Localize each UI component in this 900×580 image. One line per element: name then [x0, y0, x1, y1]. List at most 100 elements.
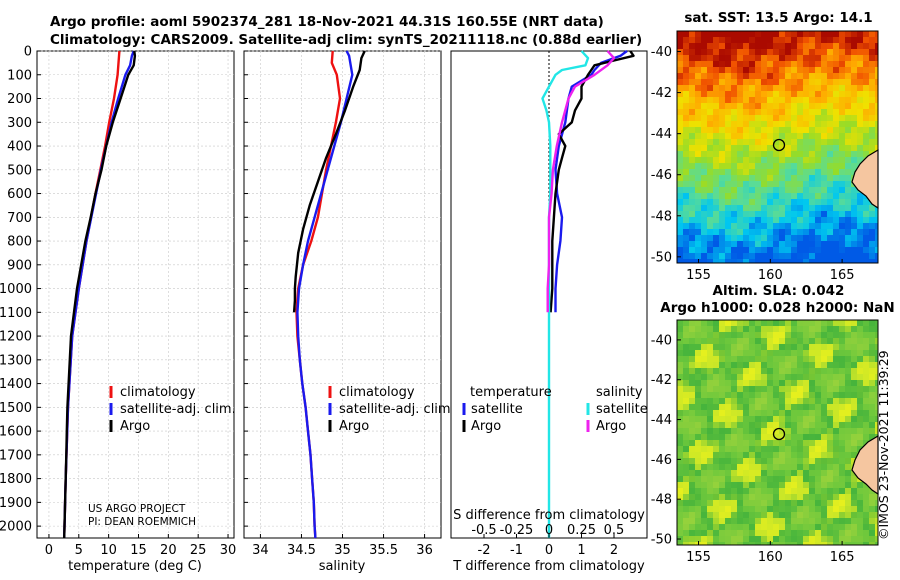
temperature-series — [63, 50, 137, 539]
heatmap-cell — [827, 67, 834, 74]
heatmap-cell — [689, 139, 696, 146]
heatmap-cell — [767, 392, 774, 399]
heatmap-cell — [803, 476, 810, 483]
heatmap-cell — [707, 338, 714, 345]
heatmap-cell — [719, 205, 726, 212]
heatmap-cell — [713, 103, 720, 110]
heatmap-cell — [767, 458, 774, 465]
heatmap-cell — [851, 169, 858, 176]
heatmap-cell — [833, 73, 840, 80]
heatmap-cell — [719, 253, 726, 260]
heatmap-cell — [725, 392, 732, 399]
heatmap-cell — [869, 494, 876, 501]
heatmap-cell — [845, 91, 852, 98]
heatmap-cell — [863, 115, 870, 122]
heatmap-cell — [791, 229, 798, 236]
heatmap-cell — [803, 43, 810, 50]
heatmap-cell — [701, 109, 708, 116]
heatmap-cell — [725, 133, 732, 140]
heatmap-cell — [815, 518, 822, 525]
heatmap-cell — [725, 434, 732, 441]
heatmap-cell — [755, 506, 762, 513]
heatmap-cell — [737, 37, 744, 44]
heatmap-cell — [791, 428, 798, 435]
heatmap-cell — [803, 151, 810, 158]
heatmap-cell — [785, 392, 792, 399]
heatmap-cell — [737, 338, 744, 345]
heatmap-cell — [821, 362, 828, 369]
heatmap-cell — [875, 235, 878, 242]
heatmap-cell — [689, 55, 696, 62]
heatmap-cell — [845, 205, 852, 212]
heatmap-cell — [851, 73, 858, 80]
heatmap-cell — [743, 205, 750, 212]
heatmap-cell — [827, 524, 834, 531]
heatmap-cell — [701, 338, 708, 345]
heatmap-cell — [689, 181, 696, 188]
heatmap-cell — [851, 452, 858, 459]
heatmap-cell — [791, 362, 798, 369]
heatmap-cell — [851, 524, 858, 531]
heatmap-cell — [677, 67, 684, 74]
heatmap-cell — [689, 97, 696, 104]
heatmap-cell — [683, 79, 690, 86]
heatmap-cell — [749, 320, 756, 327]
heatmap-cell — [761, 163, 768, 170]
heatmap-cell — [839, 368, 846, 375]
heatmap-cell — [875, 121, 878, 128]
heatmap-cell — [737, 169, 744, 176]
heatmap-cell — [803, 488, 810, 495]
y-tick-label: 600 — [7, 187, 32, 202]
heatmap-cell — [839, 428, 846, 435]
heatmap-cell — [707, 398, 714, 405]
heatmap-cell — [683, 344, 690, 351]
heatmap-cell — [725, 37, 732, 44]
heatmap-cell — [791, 211, 798, 218]
heatmap-cell — [713, 235, 720, 242]
heatmap-cell — [869, 404, 876, 411]
heatmap-cell — [791, 133, 798, 140]
heatmap-cell — [839, 410, 846, 417]
heatmap-cell — [869, 241, 876, 248]
heatmap-cell — [863, 139, 870, 146]
heatmap-cell — [743, 320, 750, 327]
heatmap-cell — [707, 85, 714, 92]
heatmap-cell — [821, 518, 828, 525]
heatmap-cell — [743, 488, 750, 495]
heatmap-cell — [785, 199, 792, 206]
heatmap-cell — [767, 464, 774, 471]
heatmap-cell — [767, 199, 774, 206]
series-line-argo-salinity- — [546, 50, 616, 313]
heatmap-cell — [731, 205, 738, 212]
heatmap-cell — [731, 259, 738, 263]
heatmap-cell — [683, 31, 690, 38]
heatmap-cell — [707, 320, 714, 327]
heatmap-cell — [803, 175, 810, 182]
heatmap-cell — [689, 356, 696, 363]
lat-tick-label: -44 — [651, 413, 672, 428]
heatmap-cell — [689, 133, 696, 140]
heatmap-cell — [773, 175, 780, 182]
heatmap-cell — [695, 512, 702, 519]
heatmap-cell — [791, 223, 798, 230]
heatmap-cell — [815, 241, 822, 248]
heatmap-cell — [803, 542, 810, 545]
heatmap-cell — [737, 73, 744, 80]
heatmap-cell — [791, 434, 798, 441]
heatmap-cell — [809, 488, 816, 495]
heatmap-cell — [707, 193, 714, 200]
heatmap-cell — [815, 350, 822, 357]
heatmap-cell — [743, 410, 750, 417]
heatmap-cell — [725, 374, 732, 381]
heatmap-cell — [719, 446, 726, 453]
heatmap-cell — [845, 338, 852, 345]
heatmap-cell — [767, 470, 774, 477]
heatmap-cell — [779, 151, 786, 158]
heatmap-cell — [827, 175, 834, 182]
heatmap-cell — [683, 229, 690, 236]
heatmap-cell — [755, 253, 762, 260]
heatmap-cell — [845, 440, 852, 447]
heatmap-cell — [845, 109, 852, 116]
heatmap-cell — [797, 404, 804, 411]
heatmap-cell — [731, 392, 738, 399]
